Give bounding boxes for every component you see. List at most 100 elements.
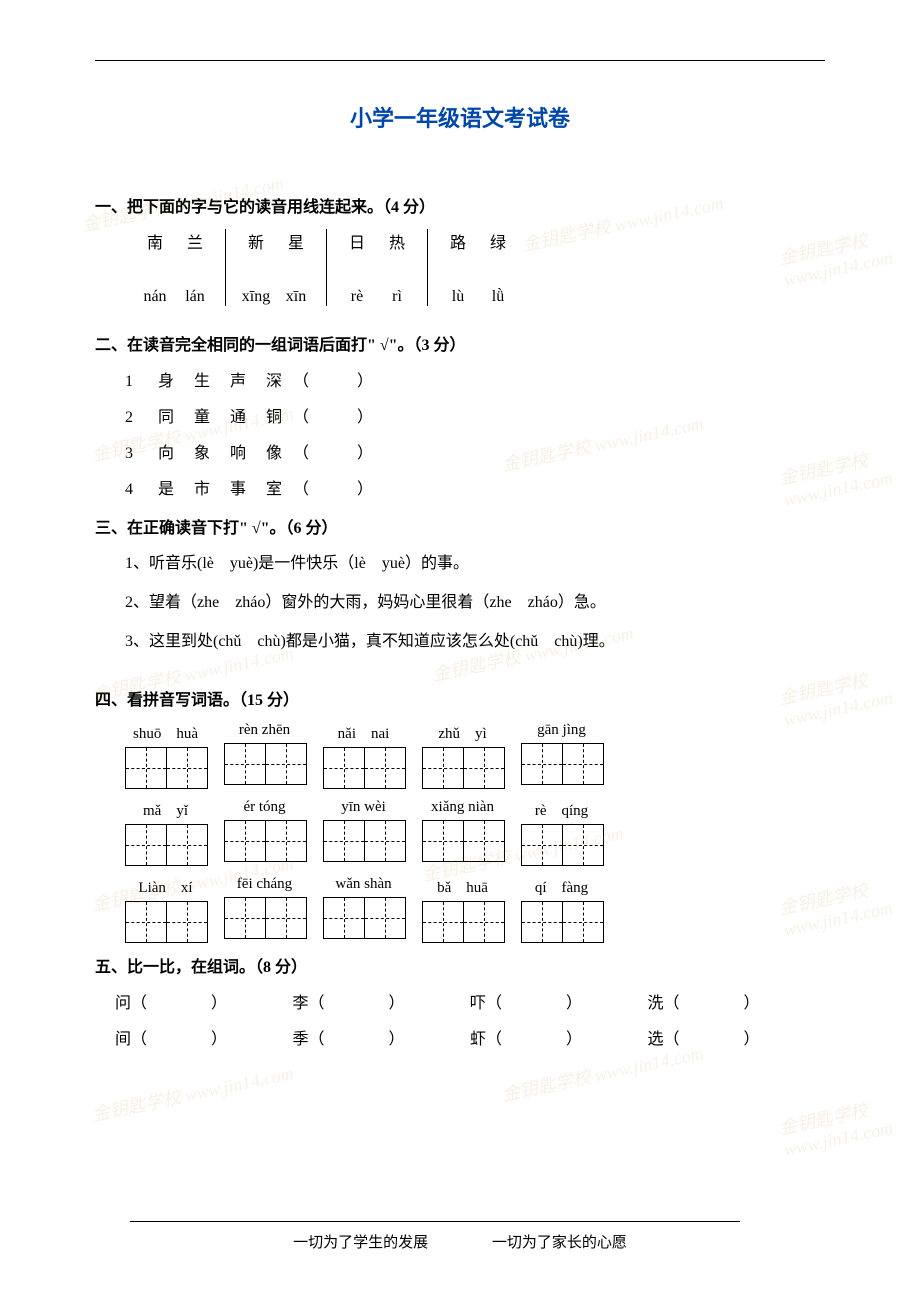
tian-box[interactable] bbox=[224, 820, 266, 862]
q4-boxes[interactable] bbox=[521, 743, 602, 785]
tian-box[interactable] bbox=[166, 824, 208, 866]
q1-pinyin: rè bbox=[337, 288, 377, 306]
q4-pinyin: rèn zhēn bbox=[239, 722, 290, 739]
q2-paren[interactable]: （ ） bbox=[293, 373, 373, 390]
q1-pinyin: lǜ bbox=[478, 288, 518, 306]
q4-word: yīn wèi bbox=[323, 799, 404, 862]
q4-boxes[interactable] bbox=[125, 824, 206, 866]
tian-box[interactable] bbox=[166, 747, 208, 789]
tian-box[interactable] bbox=[562, 901, 604, 943]
watermark: 金钥匙学校 www.jin14.com bbox=[500, 1039, 706, 1107]
footer-right: 一切为了家长的心愿 bbox=[492, 1235, 627, 1251]
tian-box[interactable] bbox=[265, 820, 307, 862]
q2-paren[interactable]: （ ） bbox=[293, 409, 373, 426]
q4-boxes[interactable] bbox=[125, 747, 206, 789]
q4-header: 四、看拼音写词语。（15 分） bbox=[95, 686, 825, 710]
tian-box[interactable] bbox=[422, 820, 464, 862]
q2-header: 二、在读音完全相同的一组词语后面打" √"。（3 分） bbox=[95, 331, 825, 355]
tian-box[interactable] bbox=[364, 897, 406, 939]
tian-box[interactable] bbox=[125, 824, 167, 866]
q1-pinyin: xīng bbox=[236, 288, 276, 306]
tian-box[interactable] bbox=[422, 901, 464, 943]
q4-pinyin: nǎi nai bbox=[338, 722, 390, 743]
q4-boxes[interactable] bbox=[323, 820, 404, 862]
q4-row: shuō huà rèn zhēn nǎi nai zhǔ yì gān jìng bbox=[125, 722, 825, 789]
q2-item: 4是市事室（ ） bbox=[125, 475, 825, 499]
tian-box[interactable] bbox=[463, 820, 505, 862]
q3-header: 三、在正确读音下打" √"。（6 分） bbox=[95, 514, 825, 538]
q4-boxes[interactable] bbox=[521, 824, 602, 866]
q4-boxes[interactable] bbox=[224, 820, 305, 862]
q4-word: fēi cháng bbox=[224, 876, 305, 939]
q4-pinyin: mǎ yǐ bbox=[143, 799, 188, 820]
q4-block: shuō huà rèn zhēn nǎi nai zhǔ yì gān jìng mǎ … bbox=[125, 722, 825, 943]
q5-cell[interactable]: 洗（ ） bbox=[648, 989, 826, 1013]
q4-word: nǎi nai bbox=[323, 722, 404, 789]
q1-char: 兰 bbox=[175, 229, 215, 253]
tian-box[interactable] bbox=[323, 747, 365, 789]
tian-box[interactable] bbox=[521, 824, 563, 866]
q1-char-row: 南兰 新星 日热 路绿 bbox=[125, 229, 825, 253]
q5-cell[interactable]: 间（ ） bbox=[115, 1025, 293, 1049]
tian-box[interactable] bbox=[323, 897, 365, 939]
q4-pinyin: zhǔ yì bbox=[438, 722, 486, 743]
q2-paren[interactable]: （ ） bbox=[293, 445, 373, 462]
q4-boxes[interactable] bbox=[125, 901, 206, 943]
q4-pinyin: yīn wèi bbox=[341, 799, 386, 816]
q4-boxes[interactable] bbox=[224, 743, 305, 785]
tian-box[interactable] bbox=[364, 747, 406, 789]
q4-word: gān jìng bbox=[521, 722, 602, 785]
tian-box[interactable] bbox=[265, 743, 307, 785]
tian-box[interactable] bbox=[521, 901, 563, 943]
bottom-rule bbox=[130, 1221, 740, 1222]
q4-boxes[interactable] bbox=[224, 897, 305, 939]
tian-box[interactable] bbox=[166, 901, 208, 943]
q4-pinyin: qí fàng bbox=[535, 876, 588, 897]
q4-boxes[interactable] bbox=[422, 747, 503, 789]
q5-cell[interactable]: 季（ ） bbox=[293, 1025, 471, 1049]
q5-cell[interactable]: 吓（ ） bbox=[470, 989, 648, 1013]
tian-box[interactable] bbox=[463, 747, 505, 789]
q4-pinyin: ér tóng bbox=[243, 799, 285, 816]
q2-list: 1身生声深（ ） 2同童通铜（ ） 3向象响像（ ） 4是市事室（ ） bbox=[125, 367, 825, 499]
q4-row: mǎ yǐér tóngyīn wèixiǎng niànrè qíng bbox=[125, 799, 825, 866]
q4-word: bǎ huā bbox=[422, 876, 503, 943]
q4-word: wǎn shàn bbox=[323, 876, 404, 939]
q1-char: 路 bbox=[438, 229, 478, 253]
q1-pinyin: lù bbox=[438, 288, 478, 306]
q4-word: qí fàng bbox=[521, 876, 602, 943]
tian-box[interactable] bbox=[224, 743, 266, 785]
tian-box[interactable] bbox=[364, 820, 406, 862]
q4-boxes[interactable] bbox=[323, 747, 404, 789]
tian-box[interactable] bbox=[521, 743, 563, 785]
q5-cell[interactable]: 虾（ ） bbox=[470, 1025, 648, 1049]
tian-box[interactable] bbox=[265, 897, 307, 939]
q2-paren[interactable]: （ ） bbox=[293, 481, 373, 498]
tian-box[interactable] bbox=[463, 901, 505, 943]
q4-pinyin: wǎn shàn bbox=[335, 876, 391, 893]
q4-boxes[interactable] bbox=[521, 901, 602, 943]
q3-item: 3、这里到处(chǔ chù)都是小猫，真不知道应该怎么处(chǔ chù)理。 bbox=[125, 628, 825, 655]
q4-boxes[interactable] bbox=[422, 901, 503, 943]
q5-cell[interactable]: 李（ ） bbox=[293, 989, 471, 1013]
q4-word: Liàn xí bbox=[125, 876, 206, 943]
q5-cell[interactable]: 问（ ） bbox=[115, 989, 293, 1013]
q4-pinyin: shuō huà bbox=[133, 722, 198, 743]
tian-box[interactable] bbox=[224, 897, 266, 939]
q4-pinyin: gān jìng bbox=[537, 722, 586, 739]
tian-box[interactable] bbox=[562, 824, 604, 866]
q4-boxes[interactable] bbox=[422, 820, 503, 862]
tian-box[interactable] bbox=[125, 747, 167, 789]
q5-row: 间（ ） 季（ ） 虾（ ） 选（ ） bbox=[115, 1025, 825, 1049]
tian-box[interactable] bbox=[422, 747, 464, 789]
q4-boxes[interactable] bbox=[323, 897, 404, 939]
q5-cell[interactable]: 选（ ） bbox=[648, 1025, 826, 1049]
tian-box[interactable] bbox=[562, 743, 604, 785]
q3-item: 2、望着（zhe zháo）窗外的大雨，妈妈心里很着（zhe zháo）急。 bbox=[125, 589, 825, 616]
tian-box[interactable] bbox=[323, 820, 365, 862]
q4-pinyin: xiǎng niàn bbox=[431, 799, 494, 816]
q4-pinyin: Liàn xí bbox=[138, 876, 192, 897]
tian-box[interactable] bbox=[125, 901, 167, 943]
page-title: 小学一年级语文考试卷 bbox=[95, 101, 825, 133]
q3-list: 1、听音乐(lè yuè)是一件快乐（lè yuè）的事。 2、望着（zhe z… bbox=[125, 550, 825, 656]
